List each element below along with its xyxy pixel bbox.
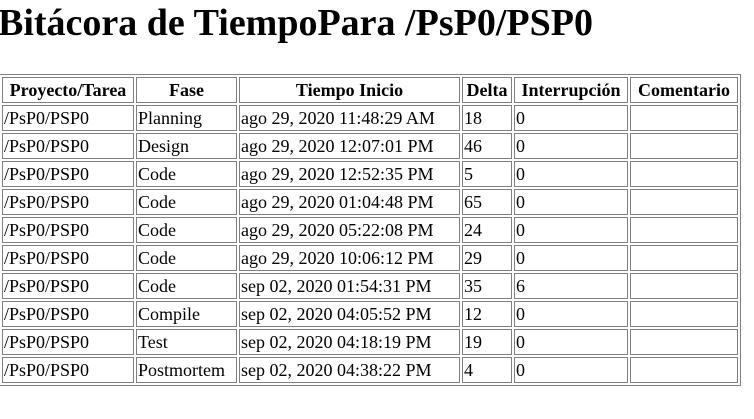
cell-tiempo-inicio: sep 02, 2020 04:18:19 PM xyxy=(239,329,460,355)
cell-delta: 18 xyxy=(462,105,512,131)
cell-proyecto-tarea: /PsP0/PSP0 xyxy=(2,245,134,271)
cell-delta: 12 xyxy=(462,301,512,327)
cell-interrupcion: 0 xyxy=(514,301,628,327)
cell-tiempo-inicio: ago 29, 2020 12:52:35 PM xyxy=(239,161,460,187)
cell-fase: Code xyxy=(136,161,237,187)
cell-tiempo-inicio: sep 02, 2020 04:38:22 PM xyxy=(239,357,460,383)
cell-delta: 46 xyxy=(462,133,512,159)
cell-tiempo-inicio: ago 29, 2020 10:06:12 PM xyxy=(239,245,460,271)
page-title: Bitácora de TiempoPara /PsP0/PSP0 xyxy=(0,2,593,44)
table-row: /PsP0/PSP0 Code sep 02, 2020 01:54:31 PM 35… xyxy=(2,273,738,299)
cell-tiempo-inicio: ago 29, 2020 12:07:01 PM xyxy=(239,133,460,159)
table-row: /PsP0/PSP0 Postmortem sep 02, 2020 04:38:2… xyxy=(2,357,738,383)
cell-interrupcion: 0 xyxy=(514,161,628,187)
header-interrupcion: Interrupción xyxy=(514,77,628,103)
cell-interrupcion: 0 xyxy=(514,357,628,383)
cell-interrupcion: 0 xyxy=(514,217,628,243)
cell-delta: 29 xyxy=(462,245,512,271)
cell-proyecto-tarea: /PsP0/PSP0 xyxy=(2,105,134,131)
cell-fase: Code xyxy=(136,217,237,243)
table-row: /PsP0/PSP0 Code ago 29, 2020 10:06:12 PM 29… xyxy=(2,245,738,271)
table-row: /PsP0/PSP0 Test sep 02, 2020 04:18:19 PM 19… xyxy=(2,329,738,355)
cell-proyecto-tarea: /PsP0/PSP0 xyxy=(2,133,134,159)
cell-delta: 24 xyxy=(462,217,512,243)
table-row: /PsP0/PSP0 Planning ago 29, 2020 11:48:29 … xyxy=(2,105,738,131)
cell-interrupcion: 6 xyxy=(514,273,628,299)
header-proyecto-tarea: Proyecto/Tarea xyxy=(2,77,134,103)
cell-proyecto-tarea: /PsP0/PSP0 xyxy=(2,329,134,355)
cell-delta: 35 xyxy=(462,273,512,299)
table-header: Proyecto/Tarea Fase Tiempo Inicio Delta … xyxy=(2,77,738,103)
table-row: /PsP0/PSP0 Code ago 29, 2020 05:22:08 PM 24… xyxy=(2,217,738,243)
cell-comentario xyxy=(630,273,738,299)
header-row: Proyecto/Tarea Fase Tiempo Inicio Delta … xyxy=(2,77,738,103)
cell-interrupcion: 0 xyxy=(514,189,628,215)
cell-comentario xyxy=(630,301,738,327)
table-row: /PsP0/PSP0 Code ago 29, 2020 01:04:48 PM 65… xyxy=(2,189,738,215)
cell-interrupcion: 0 xyxy=(514,105,628,131)
cell-comentario xyxy=(630,245,738,271)
header-fase: Fase xyxy=(136,77,237,103)
cell-fase: Code xyxy=(136,245,237,271)
cell-fase: Code xyxy=(136,273,237,299)
cell-tiempo-inicio: ago 29, 2020 11:48:29 AM xyxy=(239,105,460,131)
time-log-table: Proyecto/Tarea Fase Tiempo Inicio Delta … xyxy=(0,74,741,386)
cell-comentario xyxy=(630,329,738,355)
table-row: /PsP0/PSP0 Design ago 29, 2020 12:07:01 PM… xyxy=(2,133,738,159)
cell-comentario xyxy=(630,217,738,243)
cell-interrupcion: 0 xyxy=(514,245,628,271)
cell-proyecto-tarea: /PsP0/PSP0 xyxy=(2,301,134,327)
cell-comentario xyxy=(630,357,738,383)
cell-fase: Planning xyxy=(136,105,237,131)
table-row: /PsP0/PSP0 Code ago 29, 2020 12:52:35 PM 5 0 xyxy=(2,161,738,187)
cell-proyecto-tarea: /PsP0/PSP0 xyxy=(2,217,134,243)
cell-delta: 4 xyxy=(462,357,512,383)
table-body: /PsP0/PSP0 Planning ago 29, 2020 11:48:29 … xyxy=(2,105,738,383)
cell-fase: Design xyxy=(136,133,237,159)
header-tiempo-inicio: Tiempo Inicio xyxy=(239,77,460,103)
cell-proyecto-tarea: /PsP0/PSP0 xyxy=(2,357,134,383)
cell-tiempo-inicio: ago 29, 2020 01:04:48 PM xyxy=(239,189,460,215)
cell-comentario xyxy=(630,189,738,215)
cell-tiempo-inicio: sep 02, 2020 01:54:31 PM xyxy=(239,273,460,299)
header-delta: Delta xyxy=(462,77,512,103)
cell-delta: 65 xyxy=(462,189,512,215)
cell-tiempo-inicio: sep 02, 2020 04:05:52 PM xyxy=(239,301,460,327)
cell-comentario xyxy=(630,161,738,187)
cell-proyecto-tarea: /PsP0/PSP0 xyxy=(2,161,134,187)
cell-fase: Code xyxy=(136,189,237,215)
cell-fase: Postmortem xyxy=(136,357,237,383)
cell-comentario xyxy=(630,133,738,159)
cell-fase: Test xyxy=(136,329,237,355)
cell-comentario xyxy=(630,105,738,131)
cell-interrupcion: 0 xyxy=(514,329,628,355)
cell-tiempo-inicio: ago 29, 2020 05:22:08 PM xyxy=(239,217,460,243)
cell-proyecto-tarea: /PsP0/PSP0 xyxy=(2,273,134,299)
cell-proyecto-tarea: /PsP0/PSP0 xyxy=(2,189,134,215)
cell-delta: 5 xyxy=(462,161,512,187)
cell-delta: 19 xyxy=(462,329,512,355)
header-comentario: Comentario xyxy=(630,77,738,103)
cell-interrupcion: 0 xyxy=(514,133,628,159)
cell-fase: Compile xyxy=(136,301,237,327)
table-row: /PsP0/PSP0 Compile sep 02, 2020 04:05:52 P… xyxy=(2,301,738,327)
